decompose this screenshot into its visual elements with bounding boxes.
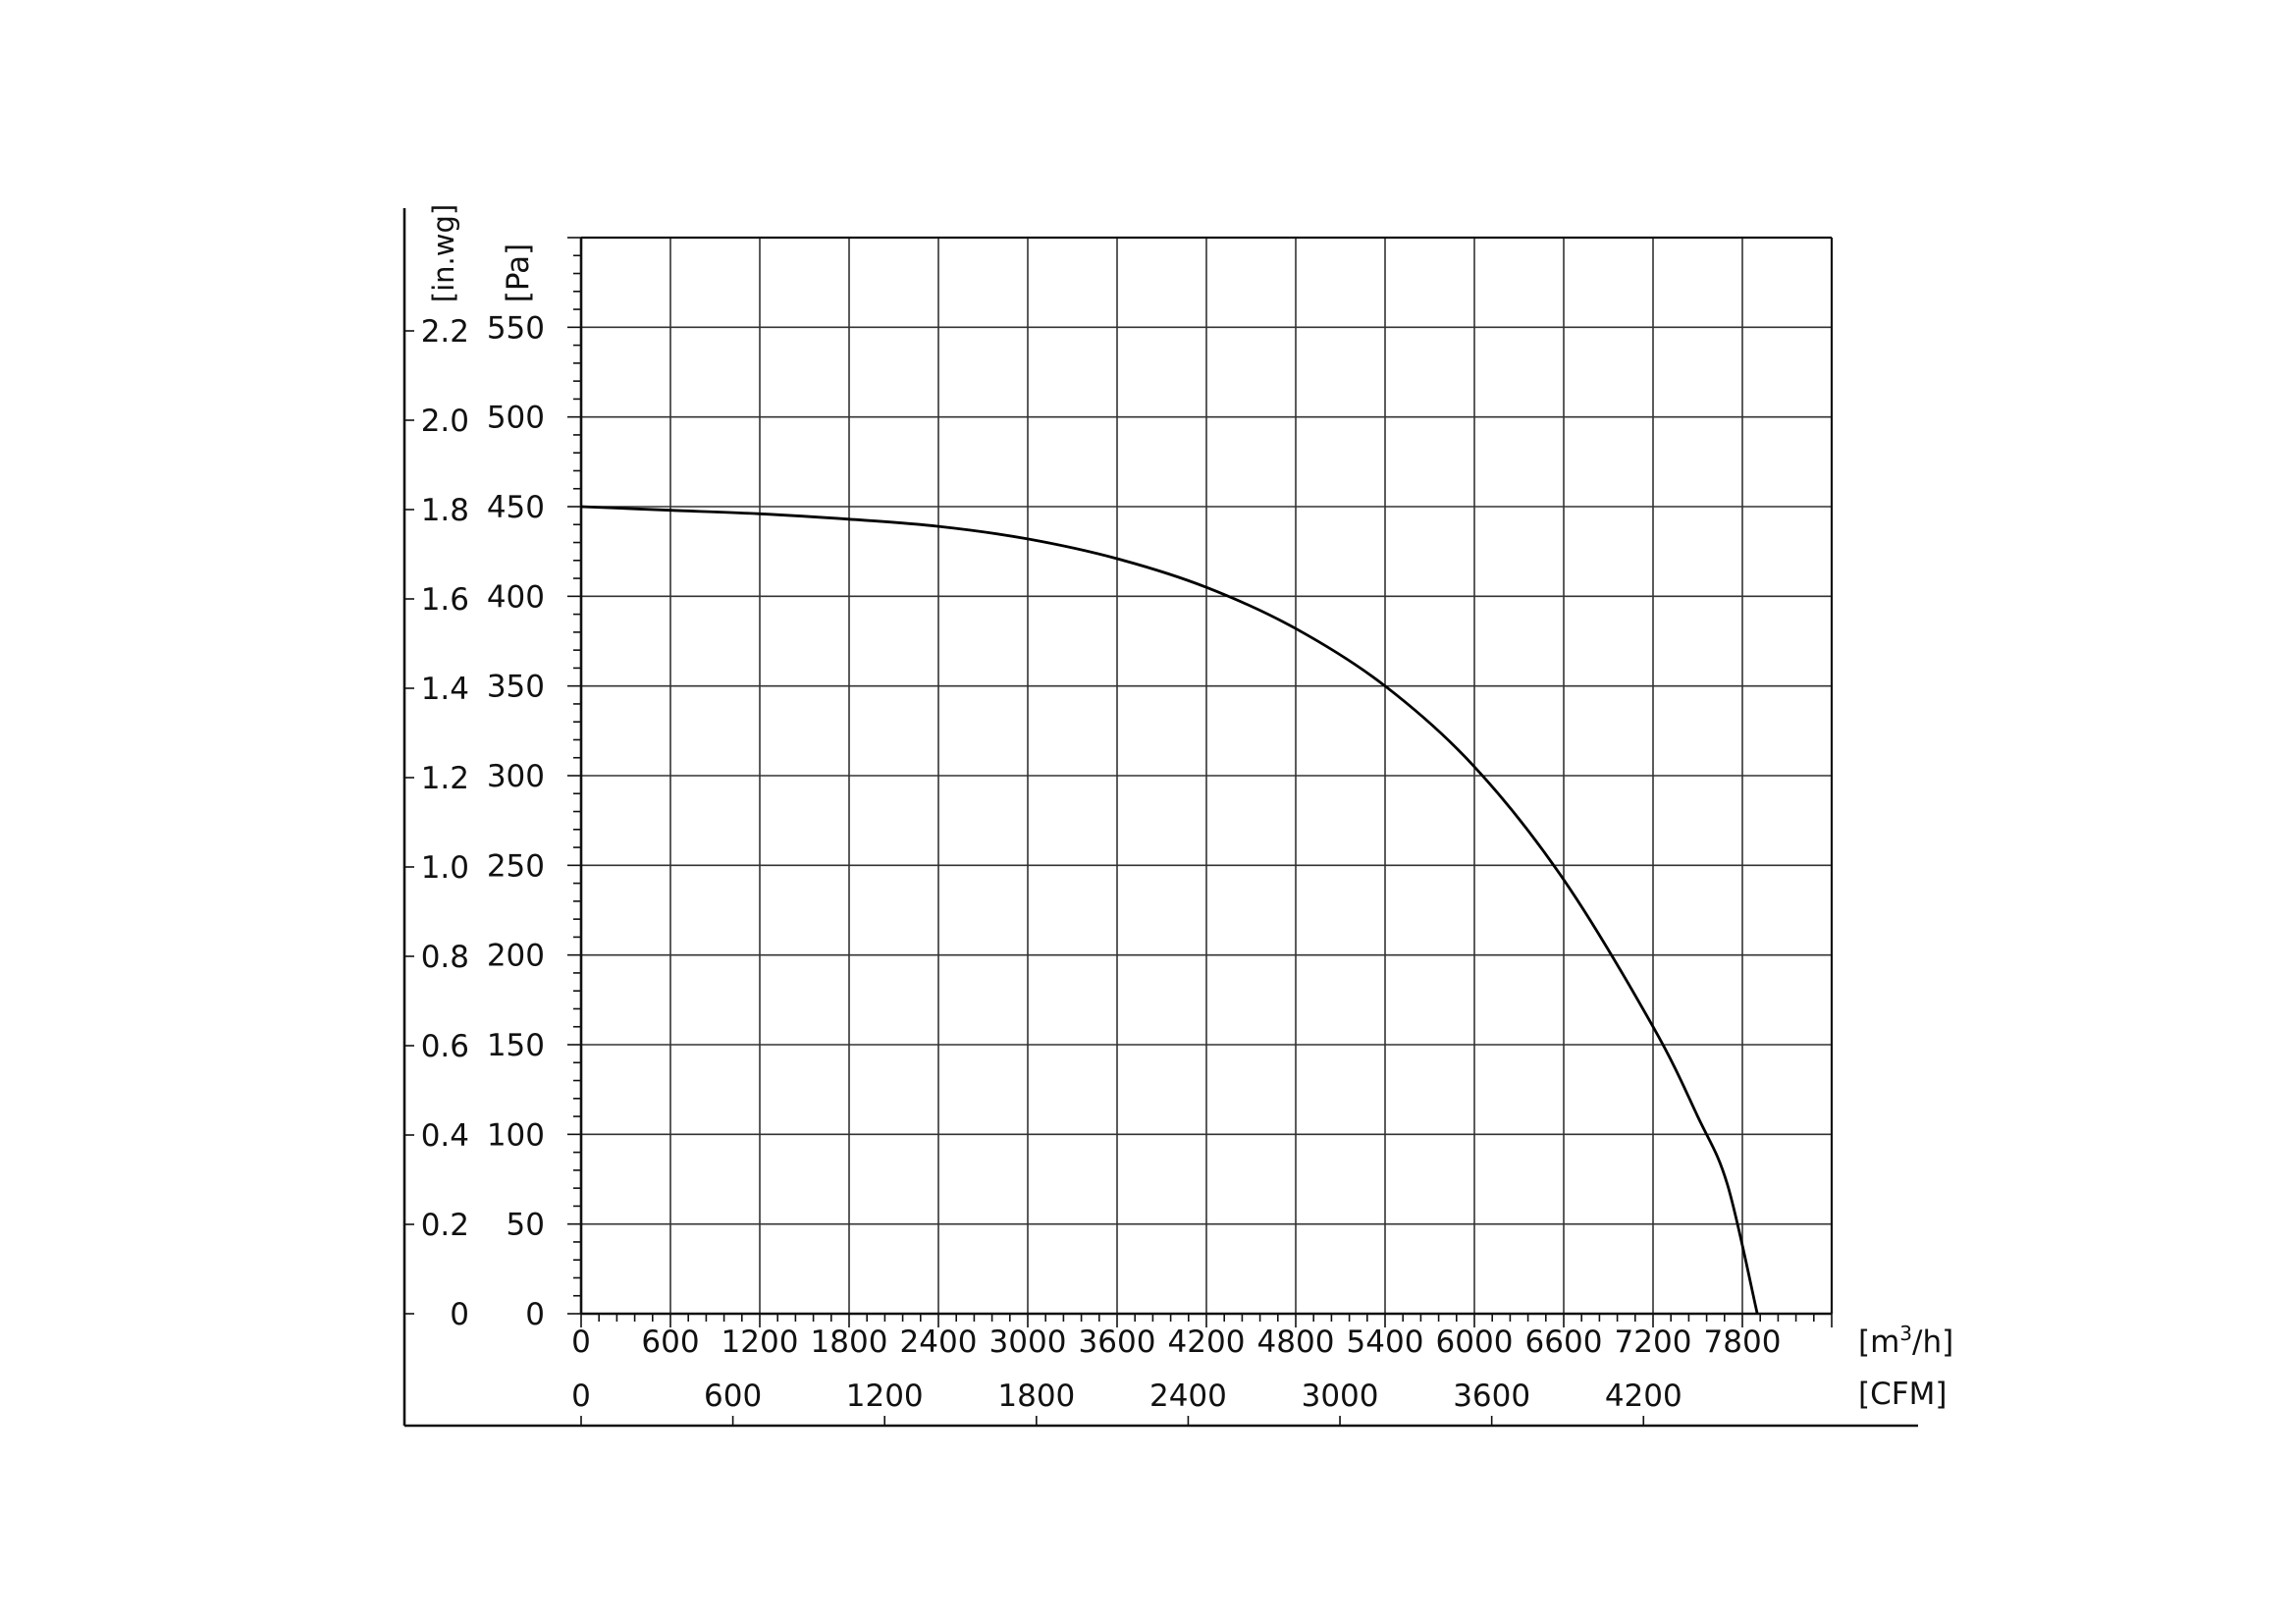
- axis-titles: [m3/h] [CFM] [Pa] [in.wg]: [427, 204, 1953, 1412]
- grid: [581, 238, 1832, 1314]
- m3h-tick-label: 6600: [1525, 1325, 1603, 1360]
- pa-tick-label: 100: [487, 1117, 545, 1153]
- pa-tick-label: 200: [487, 939, 545, 974]
- pa-tick-label: 450: [487, 490, 545, 525]
- inwg-tick-label: 2.0: [421, 404, 469, 439]
- cfm-tick-label: 1200: [846, 1379, 924, 1414]
- cfm-tick-label: 0: [571, 1379, 591, 1414]
- cfm-tick-label: 3000: [1302, 1379, 1379, 1414]
- cfm-tick-label: 3600: [1453, 1379, 1530, 1414]
- fan-curve-line: [580, 505, 1759, 1315]
- tick-marks: [404, 237, 1833, 1426]
- m3h-tick-label: 1800: [811, 1325, 888, 1360]
- m3h-tick-label: 4200: [1168, 1325, 1246, 1360]
- m3h-tick-label: 5400: [1347, 1325, 1424, 1360]
- pa-tick-label: 400: [487, 579, 545, 615]
- inwg-tick-label: 0.6: [421, 1029, 469, 1064]
- pa-tick-label: 0: [525, 1297, 545, 1332]
- inwg-tick-label: 1.6: [421, 582, 469, 618]
- m3h-tick-label: 7200: [1615, 1325, 1692, 1360]
- pa-tick-label: 50: [507, 1208, 545, 1243]
- cfm-tick-label: 4200: [1605, 1379, 1682, 1414]
- m3h-tick-label: 4800: [1257, 1325, 1335, 1360]
- cfm-tick-label: 2400: [1149, 1379, 1227, 1414]
- inwg-tick-label: 0.2: [421, 1208, 469, 1243]
- axes: [402, 208, 1918, 1428]
- pa-tick-label: 150: [487, 1028, 545, 1063]
- m3h-tick-label: 2400: [900, 1325, 978, 1360]
- tick-labels: 0 50 100 150 200 250 300 350 400 450 500 550 0 0.2 0.4…: [421, 310, 1782, 1414]
- inwg-tick-label: 2.2: [421, 314, 469, 350]
- m3h-tick-label: 1200: [721, 1325, 799, 1360]
- inwg-tick-label: 0.4: [421, 1118, 469, 1154]
- m3h-tick-label: 6000: [1436, 1325, 1514, 1360]
- performance-curve: [580, 505, 1759, 1315]
- inwg-tick-label: 1.8: [421, 493, 469, 528]
- m3h-tick-label: 600: [641, 1325, 699, 1360]
- cfm-tick-label: 600: [704, 1379, 762, 1414]
- m3h-tick-label: 7800: [1704, 1325, 1782, 1360]
- inwg-tick-label: 1.0: [421, 850, 469, 886]
- pa-tick-label: 250: [487, 848, 545, 884]
- inwg-axis-title: [in.wg]: [427, 204, 460, 302]
- cfm-axis-title: [CFM]: [1858, 1377, 1947, 1412]
- m3h-tick-label: 0: [571, 1325, 591, 1360]
- pa-tick-label: 500: [487, 401, 545, 436]
- pa-axis-title: [Pa]: [501, 243, 536, 303]
- inwg-tick-label: 1.2: [421, 761, 469, 796]
- inwg-tick-label: 1.4: [421, 672, 469, 707]
- pa-tick-label: 350: [487, 670, 545, 705]
- m3h-axis-title: [m3/h]: [1858, 1322, 1953, 1360]
- pa-tick-label: 550: [487, 310, 545, 346]
- m3h-tick-label: 3000: [989, 1325, 1067, 1360]
- cfm-tick-label: 1800: [997, 1379, 1075, 1414]
- inwg-tick-label: 0.8: [421, 940, 469, 975]
- m3h-tick-label: 3600: [1079, 1325, 1156, 1360]
- inwg-tick-label: 0: [450, 1297, 469, 1332]
- pa-tick-label: 300: [487, 759, 545, 794]
